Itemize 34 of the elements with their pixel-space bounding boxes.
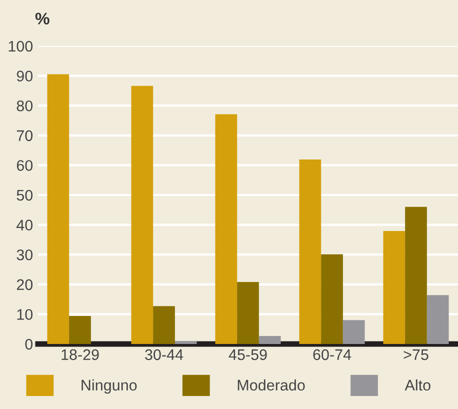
legend-label: Moderado [238, 379, 305, 391]
x-tick-label: 60-74 [313, 349, 352, 360]
bar [131, 86, 154, 344]
bar [174, 341, 197, 344]
y-tick-label: 10 [17, 309, 33, 320]
bar [321, 254, 343, 344]
bar [69, 316, 91, 344]
y-tick-label: 30 [16, 249, 33, 260]
y-tick-label: 60 [16, 160, 33, 171]
x-tick-label: 30-44 [145, 349, 184, 360]
y-tick-label: 40 [16, 220, 33, 230]
y-tick-label: 80 [16, 100, 33, 112]
bar [342, 320, 365, 344]
y-tick-label: 100 [8, 40, 33, 52]
bar [258, 336, 281, 344]
legend-label: Ninguno [82, 379, 137, 394]
y-tick-label: 50 [16, 190, 33, 201]
legend-label: Alto [404, 379, 430, 391]
bar [47, 74, 70, 344]
y-tick-label: 90 [16, 70, 33, 82]
y-tick-label: 70 [16, 130, 33, 142]
y-tick-label: 0 [25, 338, 33, 350]
y-tick-label: 20 [16, 279, 33, 290]
bar [426, 295, 449, 344]
bar [237, 282, 259, 344]
bar [299, 160, 322, 344]
x-tick-label: 18-29 [62, 349, 99, 360]
bar [383, 231, 406, 344]
y-axis-title: % [35, 12, 50, 24]
x-tick-label: 45-59 [228, 349, 267, 360]
bar [405, 206, 427, 344]
x-tick-label: >75 [404, 349, 428, 360]
bar [153, 306, 175, 344]
bar [215, 114, 238, 344]
